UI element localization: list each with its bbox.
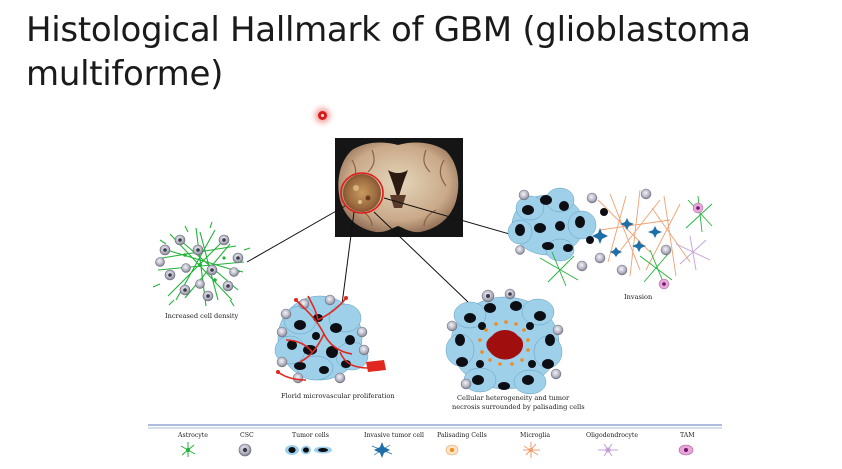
- tumor-mass: [343, 174, 381, 212]
- invasive-tumor-cell-icon: [371, 442, 393, 458]
- legend-item-tam: TAM: [678, 432, 695, 456]
- necrosis-caption-line-1: Cellular heterogeneity and tumor: [457, 394, 570, 402]
- density-panel: Increased cell density: [152, 221, 251, 320]
- legend-label-palisading-cells: Palisading Cells: [437, 432, 487, 439]
- necrosis-caption-line-2: necrosis surrounded by palisading cells: [452, 403, 585, 411]
- microglia-icon: [523, 442, 540, 458]
- tam-icon: [678, 444, 694, 456]
- tumor-cells-icon: [285, 445, 332, 455]
- legend-item-tumor-cells: Tumor cells: [285, 432, 332, 455]
- connector-necrosis: [373, 211, 469, 303]
- legend-label-tam: TAM: [680, 432, 695, 439]
- necrosis-panel: Cellular heterogeneity and tumor necrosi…: [445, 288, 585, 411]
- legend-label-invasive-tumor-cell: Invasive tumor cell: [364, 432, 424, 439]
- invasion-panel: Invasion: [507, 187, 713, 301]
- laser-pointer-dot: [318, 111, 327, 120]
- palisading-cells-icon: [445, 444, 459, 456]
- connector-invasion: [383, 197, 528, 240]
- legend-item-invasive-tumor-cell: Invasive tumor cell: [364, 432, 424, 458]
- slide-title: Histological Hallmark of GBM (glioblasto…: [26, 10, 751, 94]
- legend-item-microglia: Microglia: [520, 432, 550, 458]
- legend-label-astrocyte: Astrocyte: [177, 432, 208, 439]
- brain-section-photo: [335, 138, 463, 237]
- invasion-caption: Invasion: [624, 293, 653, 301]
- oligodendrocyte-icon: [598, 443, 618, 457]
- astrocyte-icon: [180, 442, 196, 457]
- microvascular-panel: Florid microvascular proliferation: [274, 294, 395, 400]
- legend-item-palisading-cells: Palisading Cells: [437, 432, 487, 456]
- density-caption: Increased cell density: [165, 312, 239, 320]
- legend-label-microglia: Microglia: [520, 432, 550, 439]
- connector-density: [246, 205, 346, 263]
- legend: Astrocyte CSC Tumor cells: [148, 424, 722, 458]
- legend-item-astrocyte: Astrocyte: [177, 432, 208, 457]
- csc-icon: [238, 443, 252, 457]
- microvascular-caption: Florid microvascular proliferation: [281, 392, 395, 400]
- connector-lines: [246, 197, 528, 313]
- legend-item-oligodendrocyte: Oligodendrocyte: [586, 432, 638, 457]
- legend-label-csc: CSC: [240, 432, 254, 439]
- legend-item-csc: CSC: [238, 432, 254, 457]
- tumor-highlight-circle: [340, 172, 384, 214]
- necrotic-core: [486, 330, 524, 360]
- legend-label-tumor-cells: Tumor cells: [292, 432, 329, 439]
- connector-microvascular: [340, 211, 355, 313]
- legend-label-oligodendrocyte: Oligodendrocyte: [586, 432, 638, 439]
